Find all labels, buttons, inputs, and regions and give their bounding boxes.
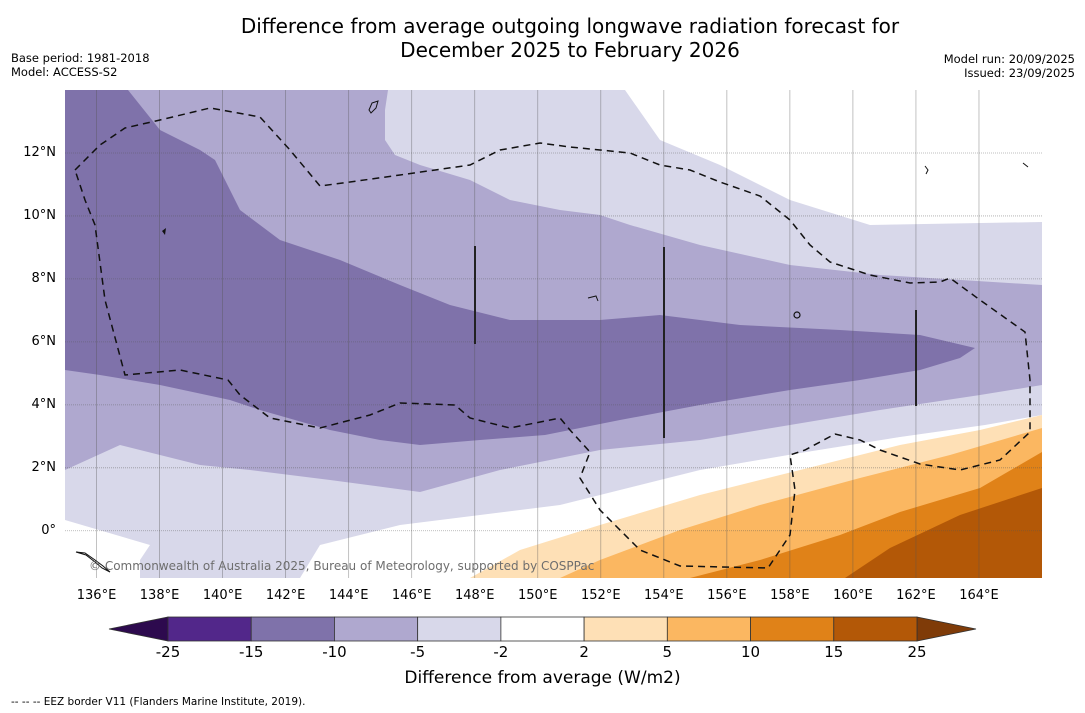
lat-tick-label: 2°N — [31, 459, 57, 475]
colorbar-title: Difference from average (W/m2) — [404, 668, 681, 688]
lon-tick-label: 136°E — [76, 588, 117, 603]
colorbar-tick-label: 25 — [907, 643, 927, 661]
lon-tick-label: 140°E — [202, 588, 243, 603]
lon-tick-label: 142°E — [265, 588, 306, 603]
base-period: Base period: 1981-2018 — [11, 51, 150, 65]
lon-tick-label: 148°E — [454, 588, 495, 603]
chart-title: Difference from average outgoing longwav… — [0, 14, 1085, 62]
colorbar-tick-label: -15 — [238, 643, 264, 661]
colorbar-segment — [500, 616, 585, 642]
lon-tick-label: 164°E — [959, 588, 999, 603]
issued-date: Issued: 23/09/2025 — [964, 66, 1075, 80]
colorbar-segment — [666, 616, 751, 642]
colorbar-segment — [334, 616, 419, 642]
contour-minus15-to-minus10 — [65, 90, 975, 445]
title-line-1: Difference from average outgoing longwav… — [240, 14, 900, 38]
copyright-text: © Commonwealth of Australia 2025, Bureau… — [89, 559, 595, 573]
lon-tick-label: 160°E — [833, 588, 873, 603]
lon-tick-label: 158°E — [770, 588, 810, 603]
lon-tick-label: 154°E — [644, 588, 684, 603]
lon-tick-label: 138°E — [139, 588, 180, 603]
lon-tick-label: 152°E — [581, 588, 621, 603]
lon-tick-label: 150°E — [517, 588, 558, 603]
colorbar-tick-label: 15 — [824, 643, 844, 661]
colorbar-tick-label: -5 — [410, 643, 426, 661]
islands — [75, 100, 1029, 573]
model-name: Model: ACCESS-S2 — [11, 65, 118, 79]
island-chain-north-east — [924, 162, 1029, 175]
island-yap — [162, 228, 166, 235]
colorbar-over-arrow — [916, 616, 977, 642]
title-line-2: December 2025 to February 2026 — [400, 38, 740, 62]
colorbar-tick-label: -2 — [493, 643, 509, 661]
colorbar-segment — [250, 616, 335, 642]
lat-tick-label: 12°N — [23, 144, 56, 160]
colorbar-segment — [417, 616, 502, 642]
sampling-lines — [474, 246, 917, 438]
island-new-guinea-islands — [75, 551, 111, 573]
island-chuuk — [587, 295, 599, 302]
island-pohnpei — [793, 311, 801, 319]
contour-15-to-25 — [845, 488, 1042, 578]
colorbar-segment — [833, 616, 918, 642]
meta-left: Base period: 1981-2018 Model: ACCESS-S2 — [11, 51, 150, 79]
lat-tick-label: 10°N — [23, 207, 56, 223]
island-guam — [368, 100, 379, 114]
colorbar-tick-label: -25 — [155, 643, 181, 661]
colorbar-tick-label: -10 — [322, 643, 347, 661]
colorbar-under-arrow — [108, 616, 169, 642]
lat-tick-label: 0° — [41, 522, 56, 538]
model-run: Model run: 20/09/2025 — [943, 52, 1075, 66]
colorbar — [108, 616, 977, 642]
colorbar-segment — [583, 616, 668, 642]
meta-right: Model run: 20/09/2025 Issued: 23/09/2025 — [944, 52, 1075, 80]
lon-tick-label: 146°E — [391, 588, 432, 603]
colorbar-segment — [750, 616, 835, 642]
colorbar-segment — [167, 616, 252, 642]
lon-tick-label: 156°E — [707, 588, 747, 603]
gridlines — [65, 90, 1042, 578]
lat-tick-label: 8°N — [31, 270, 57, 286]
lon-tick-label: 144°E — [328, 588, 369, 603]
contour-fill-layer — [65, 90, 1042, 578]
lat-tick-label: 6°N — [31, 333, 57, 349]
lat-tick-label: 4°N — [31, 396, 57, 412]
colorbar-tick-label: 2 — [579, 643, 589, 661]
lon-tick-label: 162°E — [896, 588, 936, 603]
colorbar-tick-label: 5 — [662, 643, 673, 661]
colorbar-tick-label: 10 — [741, 643, 761, 661]
eez-footnote: -- -- -- EEZ border V11 (Flanders Marine… — [11, 696, 306, 708]
